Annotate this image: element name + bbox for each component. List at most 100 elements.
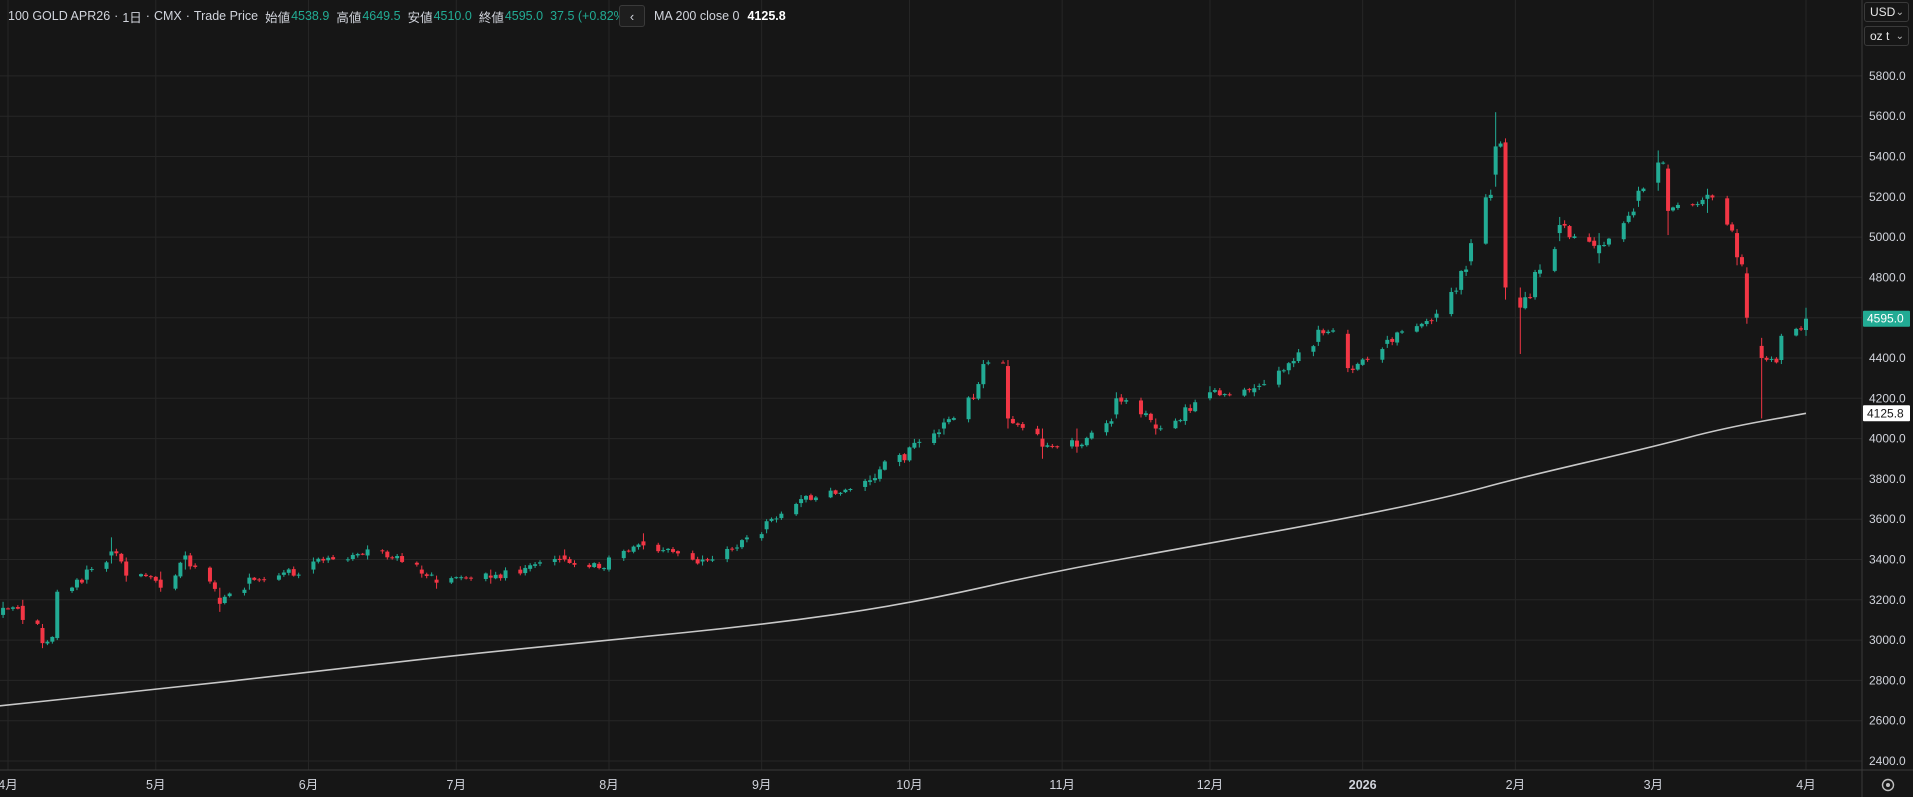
candle-up: [523, 565, 528, 576]
time-axis-tick-label: 7月: [447, 778, 466, 792]
candle-body: [89, 569, 94, 571]
candle-body: [1138, 400, 1143, 415]
candle-up: [74, 578, 79, 591]
interval-label[interactable]: 1日: [122, 10, 142, 25]
candle-up: [1695, 201, 1700, 208]
candle-body: [602, 568, 607, 570]
candle-up: [1523, 291, 1528, 310]
candle-body: [941, 422, 946, 429]
candle-body: [1084, 437, 1089, 446]
candle-up: [1483, 194, 1488, 245]
candle-body: [1725, 198, 1730, 225]
candle-up: [311, 557, 316, 574]
price-axis-tick-label: 3800.0: [1869, 472, 1906, 486]
candle-down: [488, 569, 493, 584]
candle-body: [1311, 346, 1316, 352]
candle-body: [286, 569, 291, 573]
candle-body: [843, 489, 848, 493]
candle-body: [1759, 345, 1764, 358]
candle-body: [1675, 204, 1680, 209]
open-value: 4538.9: [291, 9, 330, 23]
candle-body: [454, 577, 459, 579]
candle-down: [567, 556, 572, 564]
gear-icon[interactable]: [1881, 778, 1895, 792]
candle-up: [1498, 141, 1503, 148]
candle-body: [572, 563, 577, 565]
candle-up: [533, 562, 538, 568]
unit-selector[interactable]: oz t ⌄: [1864, 26, 1909, 46]
candle-up: [395, 554, 400, 561]
candle-up: [882, 460, 887, 471]
candle-body: [1503, 142, 1508, 288]
candle-body: [434, 579, 439, 583]
candle-body: [84, 569, 89, 580]
candle-down: [1730, 222, 1735, 233]
candle-up: [636, 543, 641, 550]
candle-down: [1744, 267, 1749, 324]
candle-down: [390, 555, 395, 560]
candle-up: [89, 567, 94, 572]
candle-body: [902, 454, 907, 461]
candle-body: [1557, 225, 1562, 234]
candle-down: [1345, 329, 1350, 373]
candle-up: [1424, 318, 1429, 327]
candle-up: [1045, 442, 1050, 448]
symbol-name[interactable]: 100 GOLD APR26: [8, 9, 111, 23]
candle-body: [1799, 328, 1804, 330]
candle-body: [656, 544, 661, 552]
candle-up: [1207, 386, 1212, 401]
candle-body: [1291, 361, 1296, 364]
candle-body: [1464, 269, 1469, 272]
ma-legend-name[interactable]: MA 200 close 0: [654, 9, 740, 23]
ma-value-badge-bg: [1863, 405, 1910, 422]
candle-up: [178, 561, 183, 579]
candle-up: [493, 571, 498, 580]
candle-body: [414, 562, 419, 565]
candle-body: [1769, 358, 1774, 360]
candle-body: [1626, 215, 1631, 222]
candle-down: [35, 619, 40, 625]
candle-body: [882, 461, 887, 470]
candle-down: [1562, 220, 1567, 229]
candle-down: [20, 599, 25, 624]
candle-body: [15, 607, 20, 609]
candle-up: [843, 488, 848, 494]
candle-up: [345, 557, 350, 562]
candle-body: [1104, 423, 1109, 433]
candle-up: [1173, 418, 1178, 429]
candle-body: [1498, 143, 1503, 147]
candle-body: [897, 454, 902, 462]
candle-up: [666, 548, 671, 553]
price-axis-tick-label: 3600.0: [1869, 512, 1906, 526]
candle-up: [907, 446, 912, 462]
collapse-legend-button[interactable]: ‹: [619, 5, 645, 27]
candle-body: [419, 569, 424, 574]
candle-body: [1434, 313, 1439, 318]
candle-down: [193, 563, 198, 569]
candle-body: [1449, 291, 1454, 315]
candle-down: [1074, 428, 1079, 453]
candle-body: [971, 397, 976, 399]
candle-up: [631, 545, 636, 554]
candle-down: [1188, 404, 1193, 413]
candle-down: [1001, 360, 1006, 364]
candle-body: [730, 548, 735, 550]
candle-down: [1040, 428, 1045, 459]
candle-down: [1764, 356, 1769, 362]
candle-body: [552, 559, 557, 562]
candle-down: [212, 580, 217, 592]
candle-body: [1296, 352, 1301, 362]
candle-up: [725, 546, 730, 563]
price-axis-tick-label: 5800.0: [1869, 69, 1906, 83]
candle-body: [35, 620, 40, 624]
candle-body: [1459, 270, 1464, 290]
candle-up: [55, 589, 60, 641]
candle-up: [1572, 233, 1577, 239]
change-value: 37.5 (+0.82%): [550, 9, 629, 23]
candle-body: [1350, 368, 1355, 370]
candle-up: [1804, 307, 1808, 336]
candle-body: [606, 557, 611, 570]
candle-body: [1656, 162, 1661, 183]
currency-selector[interactable]: USD ⌄: [1864, 2, 1909, 22]
